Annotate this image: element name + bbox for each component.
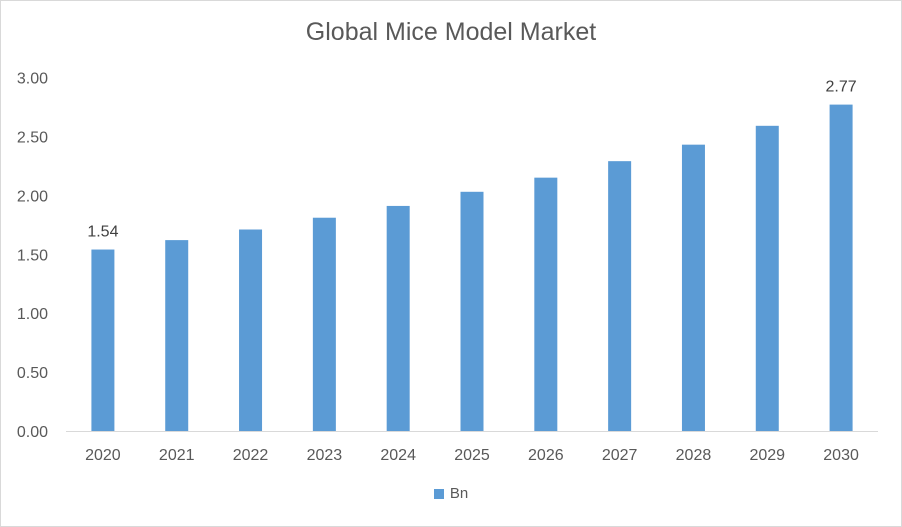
data-label: 1.54 — [87, 224, 118, 241]
y-tick-label: 0.00 — [17, 424, 48, 441]
bar — [460, 191, 484, 431]
x-tick-label: 2029 — [749, 447, 785, 464]
chart-title: Global Mice Model Market — [305, 18, 597, 46]
x-tick-label: 2026 — [528, 447, 564, 464]
x-tick-label: 2024 — [380, 447, 416, 464]
y-tick-label: 2.50 — [17, 129, 48, 146]
x-tick-label: 2023 — [307, 447, 343, 464]
y-tick-label: 3.00 — [17, 71, 48, 88]
data-label: 2.77 — [826, 79, 857, 96]
x-tick-label: 2027 — [602, 447, 638, 464]
bar — [312, 217, 336, 431]
bar — [755, 125, 779, 431]
x-tick-label: 2022 — [233, 447, 269, 464]
x-tick-label: 2021 — [159, 447, 195, 464]
y-tick-label: 2.00 — [17, 188, 48, 205]
bar — [386, 205, 410, 431]
bar — [681, 144, 705, 432]
bar — [239, 229, 263, 431]
y-tick-label: 1.00 — [17, 306, 48, 323]
bar — [165, 240, 189, 431]
bar — [829, 104, 853, 431]
legend: Bn — [0, 485, 902, 502]
y-tick-label: 1.50 — [17, 247, 48, 264]
y-tick-label: 0.50 — [17, 365, 48, 382]
bar — [534, 177, 558, 431]
bar — [91, 249, 115, 431]
bar — [608, 161, 632, 431]
legend-label: Bn — [449, 485, 469, 502]
x-tick-label: 2025 — [454, 447, 490, 464]
x-tick-label: 2030 — [823, 447, 859, 464]
legend-swatch — [433, 488, 444, 499]
x-tick-label: 2028 — [676, 447, 712, 464]
x-tick-label: 2020 — [85, 447, 121, 464]
